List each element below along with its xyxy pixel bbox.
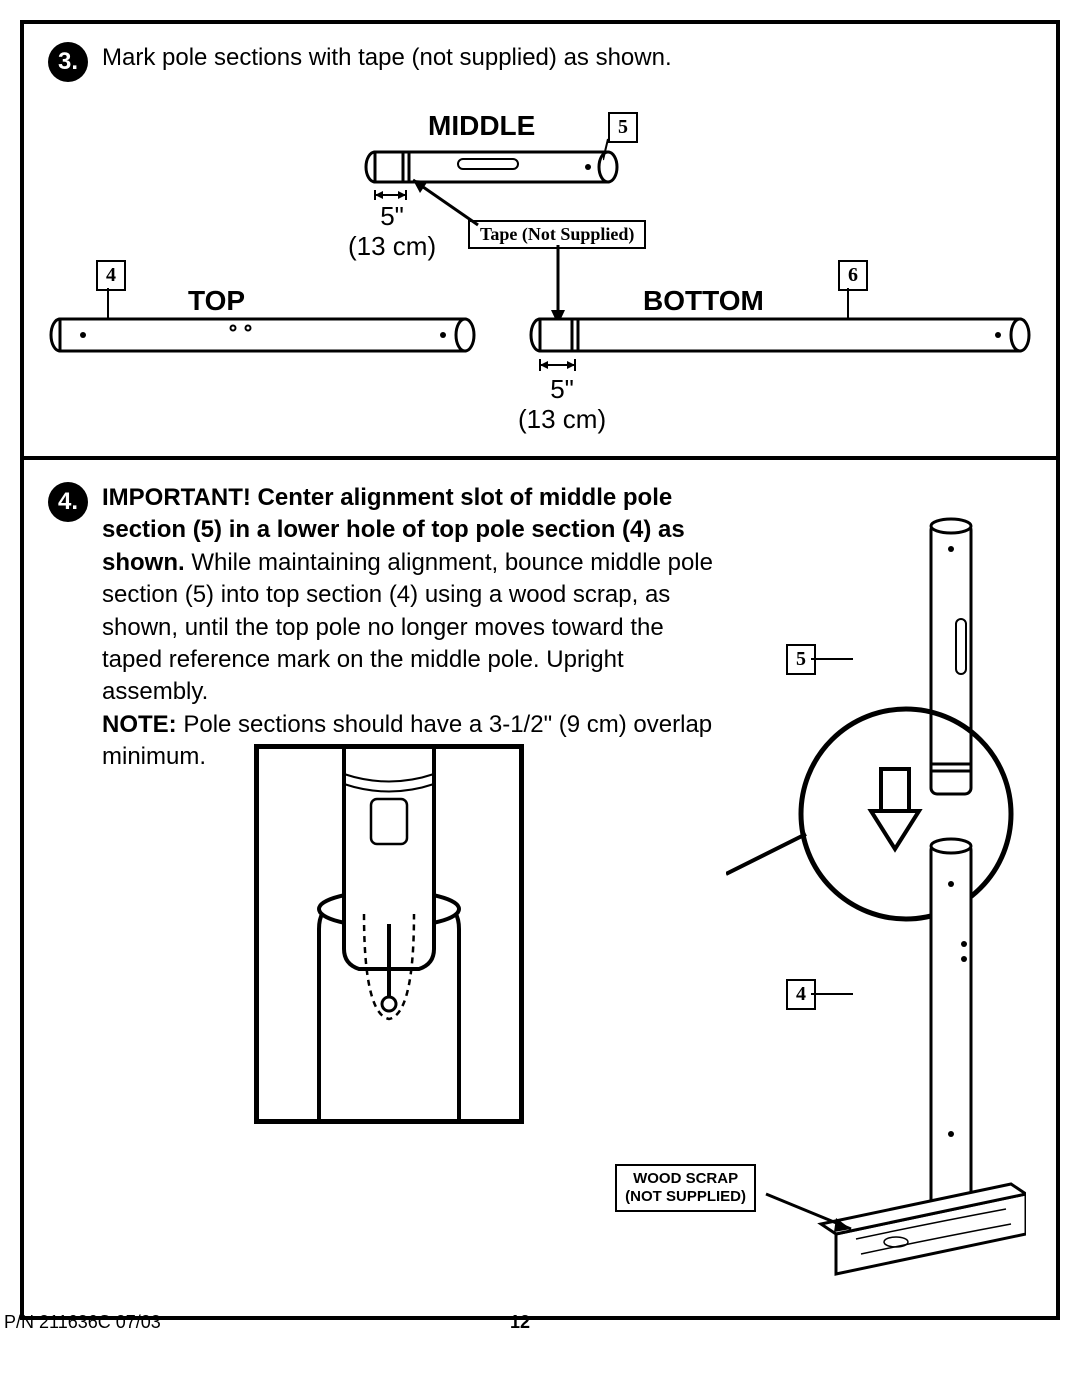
- step3-diagram: MIDDLE 5 5" (13 cm: [48, 90, 1032, 460]
- ref-4-box: 4: [96, 260, 126, 291]
- wood-scrap-l2: (NOT SUPPLIED): [625, 1188, 746, 1205]
- leader-5-step4: [811, 654, 856, 674]
- label-middle: MIDDLE: [428, 110, 535, 142]
- step4-diagram: 5 4 WOOD SCRAP (NOT SUPPLIED): [24, 484, 1056, 1316]
- part-number: P/N 211636C 07/03: [4, 1312, 161, 1333]
- wood-scrap-l1: WOOD SCRAP: [633, 1170, 738, 1187]
- step3-text: Mark pole sections with tape (not suppli…: [102, 42, 672, 74]
- step3-bullet: 3.: [48, 42, 88, 82]
- detail-frame: [254, 744, 524, 1124]
- wood-scrap-callout: WOOD SCRAP (NOT SUPPLIED): [615, 1164, 756, 1212]
- leader-5: [603, 125, 633, 165]
- label-bottom: BOTTOM: [643, 285, 764, 317]
- pole-assembly-icon: [726, 514, 1026, 1304]
- section-divider: [24, 456, 1056, 460]
- dim-bottom: 5" (13 cm): [518, 375, 606, 435]
- dim-bottom-in: 5": [550, 374, 574, 404]
- top-pole-icon: [48, 315, 478, 359]
- alignment-detail-icon: [259, 749, 519, 1119]
- page-number: 12: [510, 1312, 530, 1333]
- page-footer: P/N 211636C 07/03 12: [0, 1312, 1040, 1333]
- dim-bottom-cm: (13 cm): [518, 404, 606, 434]
- step3-row: 3. Mark pole sections with tape (not sup…: [24, 24, 1056, 90]
- page-frame: 3. Mark pole sections with tape (not sup…: [20, 20, 1060, 1320]
- ref-6-box: 6: [838, 260, 868, 291]
- leader-4-step4: [811, 989, 856, 1009]
- label-top: TOP: [188, 285, 245, 317]
